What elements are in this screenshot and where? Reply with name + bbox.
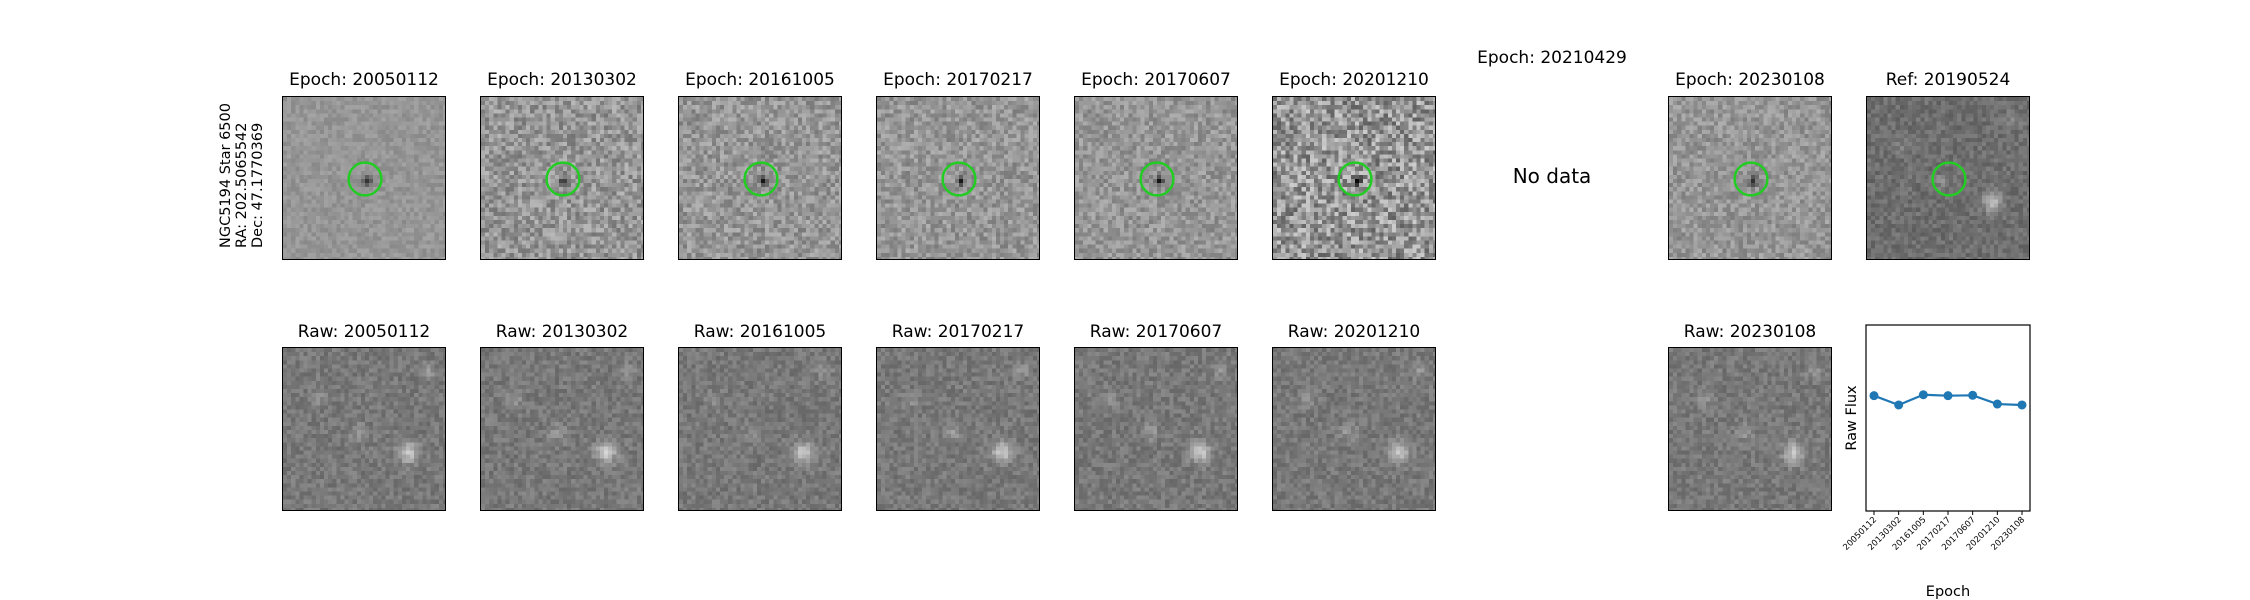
data-point: [2018, 400, 2027, 409]
data-point: [1894, 400, 1903, 409]
data-point: [1968, 391, 1977, 400]
chart-frame: [1866, 325, 2030, 511]
data-point: [1870, 391, 1879, 400]
data-point: [1993, 400, 2002, 409]
x-axis-label: Epoch: [1926, 584, 1970, 600]
y-axis-label: Raw Flux: [1844, 385, 1860, 451]
data-point: [1944, 391, 1953, 400]
data-point: [1919, 390, 1928, 399]
